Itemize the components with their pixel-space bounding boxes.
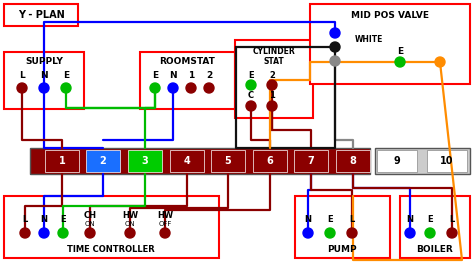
Text: N: N [169,70,177,80]
Circle shape [325,228,335,238]
Text: 6: 6 [266,156,273,166]
Circle shape [425,228,435,238]
Bar [140,52,235,109]
Text: ROOMSTAT: ROOMSTAT [159,57,215,66]
Bar [295,196,390,258]
Circle shape [168,83,178,93]
Circle shape [58,228,68,238]
Circle shape [85,228,95,238]
Bar [4,52,84,109]
Bar [30,148,370,174]
Bar [310,4,470,84]
Circle shape [347,228,357,238]
Text: 1: 1 [188,70,194,80]
Text: SUPPLY: SUPPLY [25,57,63,66]
Circle shape [435,57,445,67]
Bar [4,196,219,258]
Circle shape [17,83,27,93]
Circle shape [405,228,415,238]
Text: HW: HW [157,210,173,219]
Text: CYLINDER: CYLINDER [253,48,295,56]
Text: 3: 3 [142,156,148,166]
Bar [400,196,470,258]
Text: 5: 5 [225,156,231,166]
Circle shape [330,56,340,66]
Text: 2: 2 [206,70,212,80]
Circle shape [330,28,340,38]
Text: L: L [449,215,455,225]
Bar [128,150,162,172]
Text: E: E [327,215,333,225]
Circle shape [125,228,135,238]
Bar [375,148,470,174]
Text: 2: 2 [100,156,106,166]
Circle shape [61,83,71,93]
Bar [211,150,245,172]
Bar [86,150,120,172]
Circle shape [267,80,277,90]
Text: MID POS VALVE: MID POS VALVE [351,11,429,20]
Text: N: N [407,215,413,225]
Text: TIME CONTROLLER: TIME CONTROLLER [67,246,155,255]
Text: OFF: OFF [158,221,172,227]
Bar [253,150,287,172]
Circle shape [246,101,256,111]
Text: Y - PLAN: Y - PLAN [18,10,64,20]
Text: BOILER: BOILER [417,246,453,255]
Circle shape [395,57,405,67]
Circle shape [447,228,457,238]
Text: N: N [40,215,47,225]
Text: 10: 10 [440,156,454,166]
Circle shape [267,101,277,111]
Circle shape [186,83,196,93]
Text: E: E [248,70,254,80]
Bar [45,150,79,172]
Text: WHITE: WHITE [355,35,383,44]
Circle shape [39,228,49,238]
Text: N: N [40,70,48,80]
Text: L: L [349,215,355,225]
Bar [235,40,313,118]
Text: C: C [248,92,254,101]
Text: N: N [304,215,311,225]
Text: L: L [22,215,27,225]
Text: 1: 1 [269,92,275,101]
Text: HW: HW [122,210,138,219]
Text: E: E [397,48,403,56]
Text: E: E [60,215,66,225]
Circle shape [204,83,214,93]
Circle shape [20,228,30,238]
Text: CH: CH [83,210,97,219]
Text: PUMP: PUMP [327,246,357,255]
Text: 2: 2 [269,70,275,80]
Text: 4: 4 [183,156,191,166]
Text: E: E [427,215,433,225]
Text: L: L [19,70,25,80]
Circle shape [330,42,340,52]
Text: 9: 9 [393,156,401,166]
Bar [427,150,467,172]
Text: ON: ON [85,221,95,227]
Text: 8: 8 [349,156,356,166]
Bar [170,150,204,172]
Circle shape [246,80,256,90]
Text: E: E [152,70,158,80]
Text: E: E [63,70,69,80]
Bar [4,4,78,26]
Text: STAT: STAT [264,57,284,66]
Text: 7: 7 [308,156,314,166]
Circle shape [39,83,49,93]
Circle shape [160,228,170,238]
Bar [336,150,370,172]
Text: 1: 1 [59,156,65,166]
Circle shape [150,83,160,93]
Bar [377,150,417,172]
Bar [294,150,328,172]
Circle shape [303,228,313,238]
Text: ON: ON [125,221,135,227]
